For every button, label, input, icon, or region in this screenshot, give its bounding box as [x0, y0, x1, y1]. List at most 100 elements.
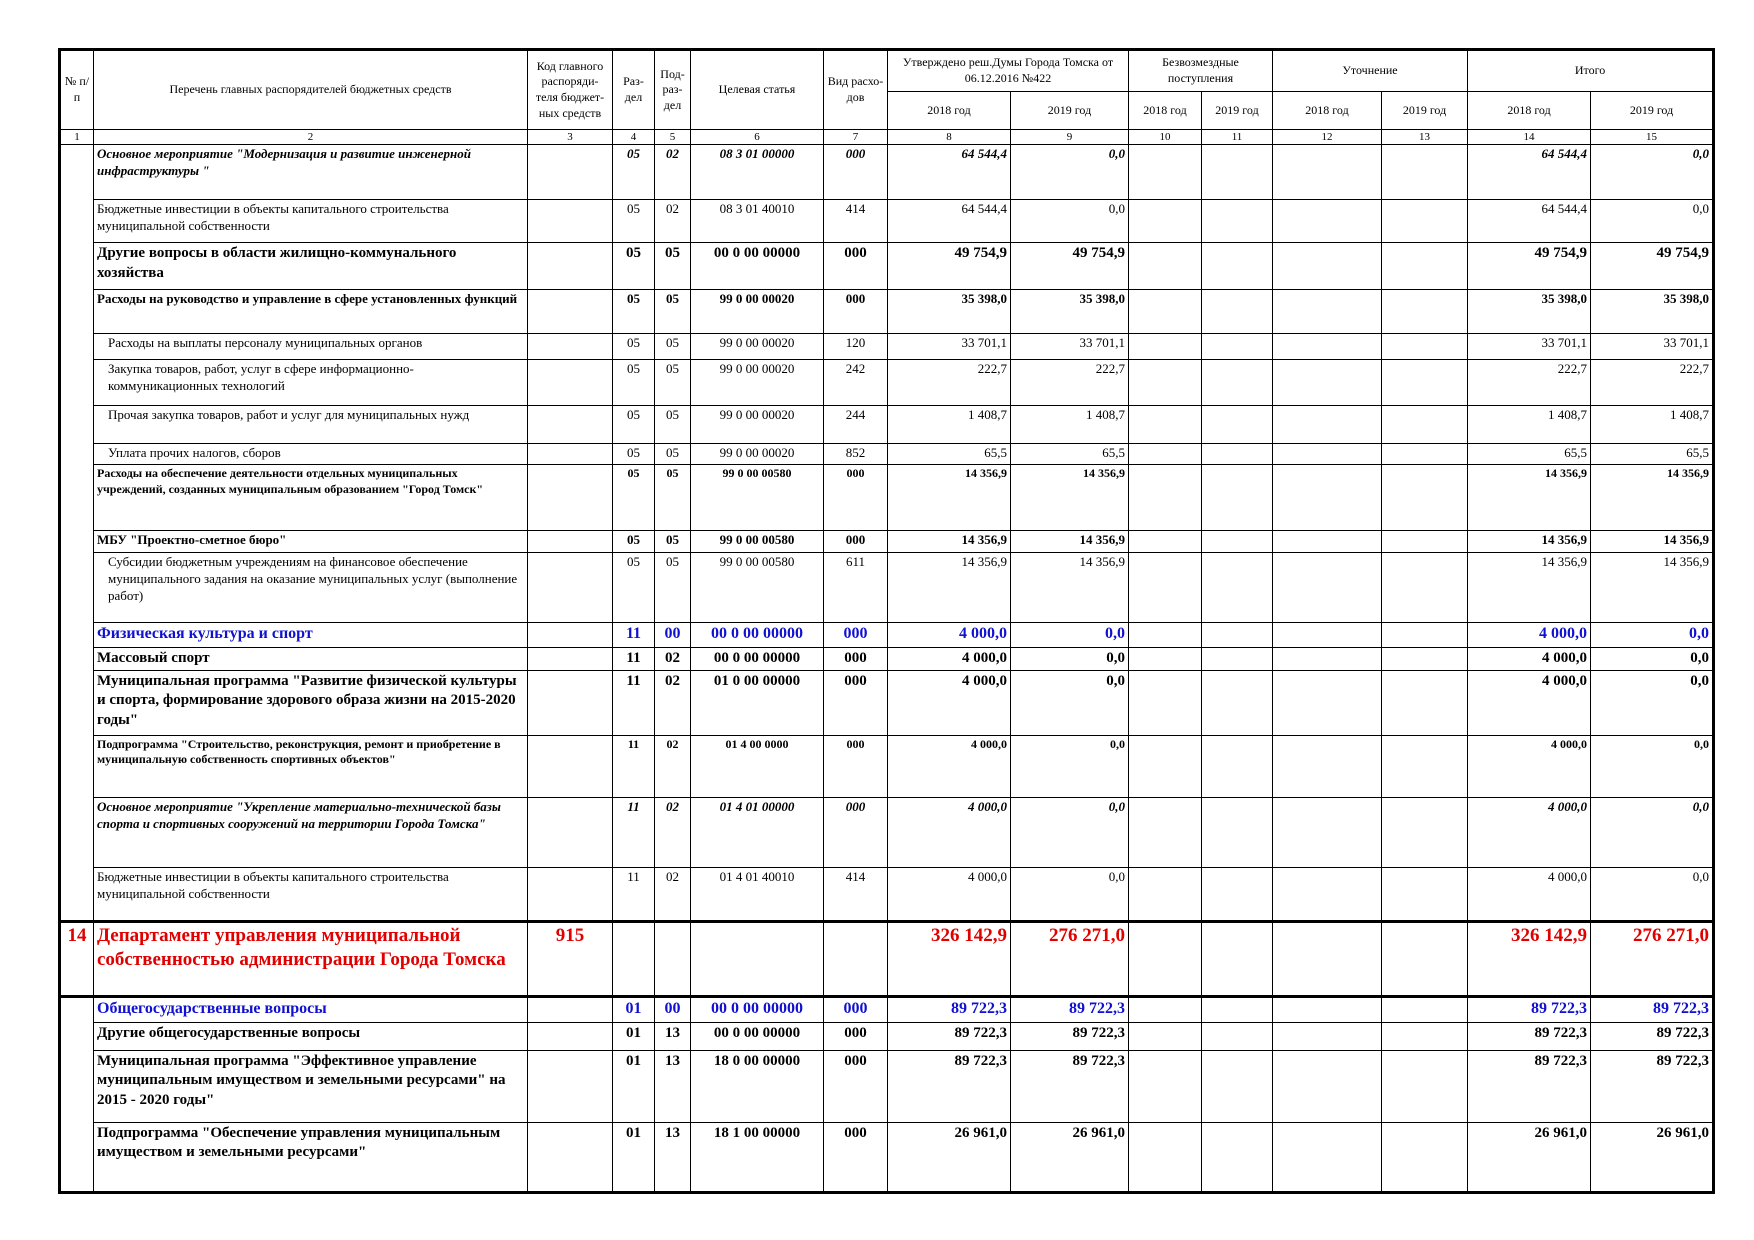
empty-cell: [1272, 1121, 1382, 1193]
empty-cell: [1128, 647, 1202, 671]
empty-cell: [1380, 1021, 1469, 1051]
empty-cell: [1128, 242, 1202, 291]
empty-cell: [1380, 405, 1469, 445]
header-cell: Перечень главных распорядителей бюджетны…: [93, 49, 528, 130]
total-value: 4 000,0: [1467, 866, 1592, 922]
empty-cell: [1380, 1121, 1469, 1193]
razdel-cell: 11: [612, 669, 655, 736]
year-cell: 2019 год: [1201, 91, 1273, 130]
code-cell: [527, 866, 613, 922]
podrazdel-cell: [654, 919, 691, 998]
razdel-cell: 01: [612, 1049, 655, 1123]
razdel-cell: 05: [612, 552, 655, 624]
target-cell: [690, 919, 824, 998]
target-cell: 00 0 00 00000: [690, 995, 824, 1023]
row-number: [59, 1122, 94, 1193]
approved-value: 89 722,3: [887, 1049, 1011, 1123]
header-cell: Раз-дел: [612, 49, 655, 130]
podrazdel-cell: 05: [654, 242, 691, 291]
row-number: [59, 670, 94, 736]
empty-cell: [1272, 796, 1382, 868]
row-number: [59, 530, 94, 553]
code-cell: [527, 443, 613, 466]
table-row: Основное мероприятие "Модернизация и раз…: [59, 144, 1715, 201]
kind-cell: 000: [823, 995, 888, 1023]
column-number: 3: [527, 128, 613, 146]
column-number: 15: [1590, 128, 1715, 146]
approved-value: 14 356,9: [887, 552, 1011, 624]
kind-cell: 000: [823, 1121, 888, 1193]
empty-cell: [1201, 995, 1273, 1023]
razdel-cell: 05: [612, 333, 655, 361]
row-name: МБУ "Проектно-сметное бюро": [93, 530, 528, 554]
empty-cell: [1380, 289, 1469, 335]
approved-value: 4 000,0: [887, 622, 1011, 649]
empty-cell: [1128, 866, 1202, 922]
approved-value: 222,7: [887, 359, 1011, 407]
empty-cell: [1380, 552, 1469, 624]
target-cell: 01 4 00 0000: [690, 734, 824, 798]
empty-cell: [1272, 919, 1382, 998]
approved-value: 35 398,0: [887, 289, 1011, 335]
total-value: 49 754,9: [1467, 242, 1592, 291]
razdel-cell: 11: [612, 734, 655, 798]
approved-value: 222,7: [1010, 359, 1129, 407]
row-number: [59, 359, 94, 406]
empty-cell: [1380, 647, 1469, 671]
kind-cell: 000: [823, 144, 888, 201]
total-value: 4 000,0: [1467, 796, 1592, 868]
podrazdel-cell: 05: [654, 443, 691, 466]
row-number: [59, 144, 94, 200]
total-value: 64 544,4: [1467, 199, 1592, 244]
target-cell: 99 0 00 00020: [690, 443, 824, 466]
podrazdel-cell: 05: [654, 289, 691, 335]
target-cell: 99 0 00 00020: [690, 405, 824, 445]
column-number: 12: [1272, 128, 1382, 146]
row-name: Массовый спорт: [93, 647, 528, 671]
year-cell: 2018 год: [887, 91, 1011, 130]
total-value: 0,0: [1590, 669, 1715, 736]
razdel-cell: 05: [612, 530, 655, 554]
code-cell: [527, 530, 613, 554]
razdel-cell: 05: [612, 242, 655, 291]
empty-cell: [1201, 669, 1273, 736]
approved-value: 14 356,9: [887, 464, 1011, 532]
empty-cell: [1128, 919, 1202, 998]
column-number: 9: [1010, 128, 1129, 146]
table-row: 14 Департамент управления муниципальной с…: [59, 919, 1715, 998]
razdel-cell: 05: [612, 199, 655, 244]
empty-cell: [1380, 866, 1469, 922]
kind-cell: 000: [823, 734, 888, 798]
table-row: Расходы на обеспечение деятельности отде…: [59, 464, 1715, 532]
razdel-cell: 05: [612, 443, 655, 466]
code-cell: [527, 1021, 613, 1051]
table-row: Бюджетные инвестиции в объекты капитальн…: [59, 199, 1715, 244]
column-number: 5: [654, 128, 691, 146]
empty-cell: [1272, 144, 1382, 201]
empty-cell: [1201, 359, 1273, 407]
empty-cell: [1380, 622, 1469, 649]
empty-cell: [1128, 199, 1202, 244]
code-cell: [527, 995, 613, 1023]
approved-value: 65,5: [887, 443, 1011, 466]
total-value: 35 398,0: [1467, 289, 1592, 335]
empty-cell: [1201, 405, 1273, 445]
approved-value: 89 722,3: [1010, 995, 1129, 1023]
podrazdel-cell: 02: [654, 734, 691, 798]
code-cell: [527, 333, 613, 361]
razdel-cell: 11: [612, 866, 655, 922]
code-cell: [527, 199, 613, 244]
row-number: [59, 552, 94, 623]
empty-cell: [1128, 289, 1202, 335]
row-name: Уплата прочих налогов, сборов: [93, 443, 528, 466]
row-number: [59, 622, 94, 648]
header-cell: Итого: [1467, 49, 1715, 92]
row-name: Бюджетные инвестиции в объекты капитальн…: [93, 866, 528, 922]
empty-cell: [1128, 530, 1202, 554]
empty-cell: [1272, 443, 1382, 466]
total-value: 14 356,9: [1590, 464, 1715, 532]
empty-cell: [1272, 333, 1382, 361]
row-number: [59, 647, 94, 671]
row-number: [59, 1022, 94, 1051]
code-cell: [527, 552, 613, 624]
